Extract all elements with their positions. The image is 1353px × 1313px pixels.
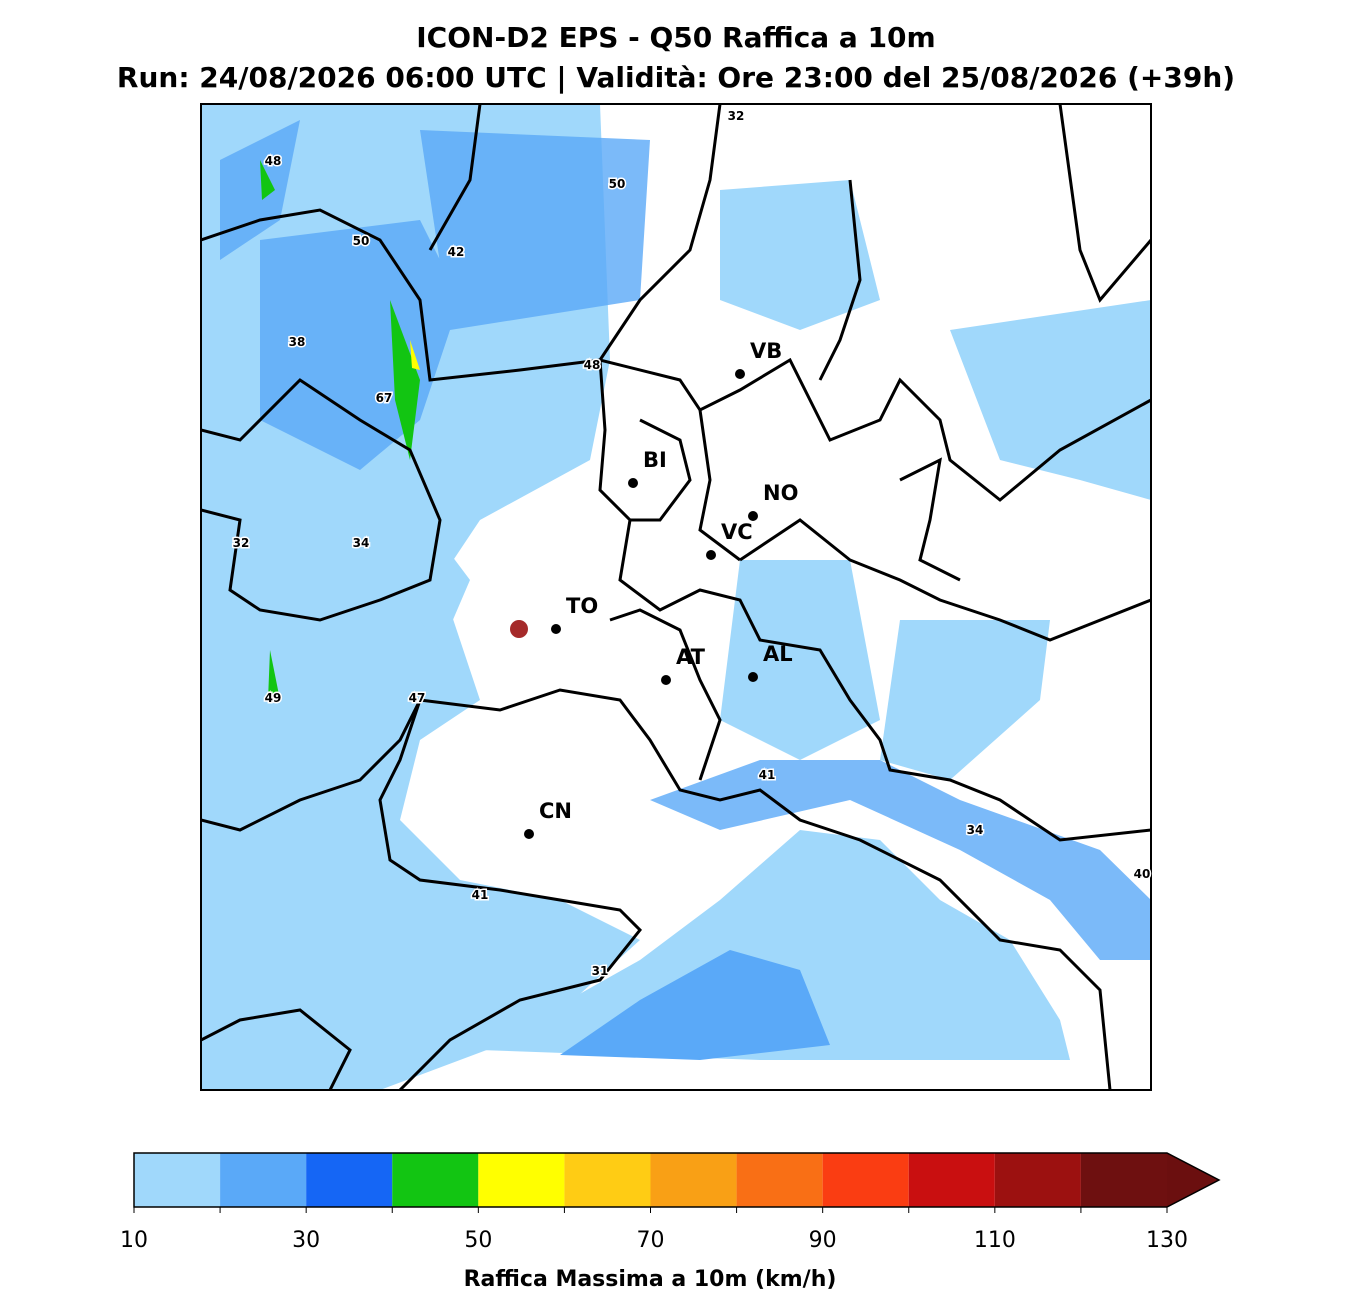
colorbar-segment [994, 1153, 1081, 1207]
city-label: VB [750, 339, 782, 363]
city-dot [735, 369, 745, 379]
city-dot [748, 511, 758, 521]
city-dot [661, 675, 671, 685]
colorbar-tick-label: 90 [809, 1228, 837, 1253]
peak-label: 67 [376, 391, 393, 405]
city-label: CN [539, 799, 572, 823]
map [201, 104, 1151, 1090]
peak-label: 47 [409, 691, 426, 705]
peak-label: 48 [265, 154, 282, 168]
peak-label: 32 [728, 109, 745, 123]
colorbar-segment [908, 1153, 995, 1207]
peak-label: 41 [472, 888, 489, 902]
colorbar-label: Raffica Massima a 10m (km/h) [464, 1267, 837, 1292]
city-label: TO [566, 594, 598, 618]
city-label: NO [763, 481, 798, 505]
city-dot [551, 624, 561, 634]
peak-label: 50 [609, 177, 626, 191]
colorbar-segment [306, 1153, 393, 1207]
colorbar-segment [1080, 1153, 1167, 1207]
city-label: VC [721, 520, 753, 544]
city-label: AT [676, 645, 706, 669]
colorbar-tick-label: 50 [464, 1228, 492, 1253]
city-dot [628, 478, 638, 488]
peak-label: 32 [233, 536, 250, 550]
peak-label: 38 [289, 335, 306, 349]
colorbar-segment [736, 1153, 823, 1207]
colorbar-segment [564, 1153, 651, 1207]
colorbar-tick-label: 30 [292, 1228, 320, 1253]
city-dot [748, 672, 758, 682]
subtitle: Run: 24/08/2026 06:00 UTC | Validità: Or… [117, 61, 1235, 94]
colorbar-segment [220, 1153, 307, 1207]
colorbar-segment [392, 1153, 479, 1207]
city-label: BI [643, 448, 667, 472]
peak-label: 42 [448, 245, 465, 259]
city-dot [706, 550, 716, 560]
peak-label: 34 [353, 536, 370, 550]
city-label: AL [763, 642, 793, 666]
colorbar-tick-label: 110 [974, 1228, 1016, 1253]
colorbar-tick-label: 70 [637, 1228, 665, 1253]
peak-label: 31 [592, 964, 609, 978]
colorbar-segment [134, 1153, 221, 1207]
colorbar-tick-label: 10 [120, 1228, 148, 1253]
peak-label: 48 [584, 358, 601, 372]
colorbar-extend [1167, 1153, 1219, 1207]
colorbar-frame [133, 1152, 1221, 1208]
peak-label: 34 [967, 823, 984, 837]
peak-label: 40 [1134, 867, 1151, 881]
colorbar-segment [650, 1153, 737, 1207]
colorbar-tick-label: 130 [1146, 1228, 1188, 1253]
title: ICON-D2 EPS - Q50 Raffica a 10m [416, 21, 935, 54]
colorbar-segment [478, 1153, 565, 1207]
peak-label: 49 [265, 691, 282, 705]
peak-label: 50 [353, 234, 370, 248]
colorbar-segment [822, 1153, 909, 1207]
city-dot [524, 829, 534, 839]
peak-label: 41 [759, 768, 776, 782]
